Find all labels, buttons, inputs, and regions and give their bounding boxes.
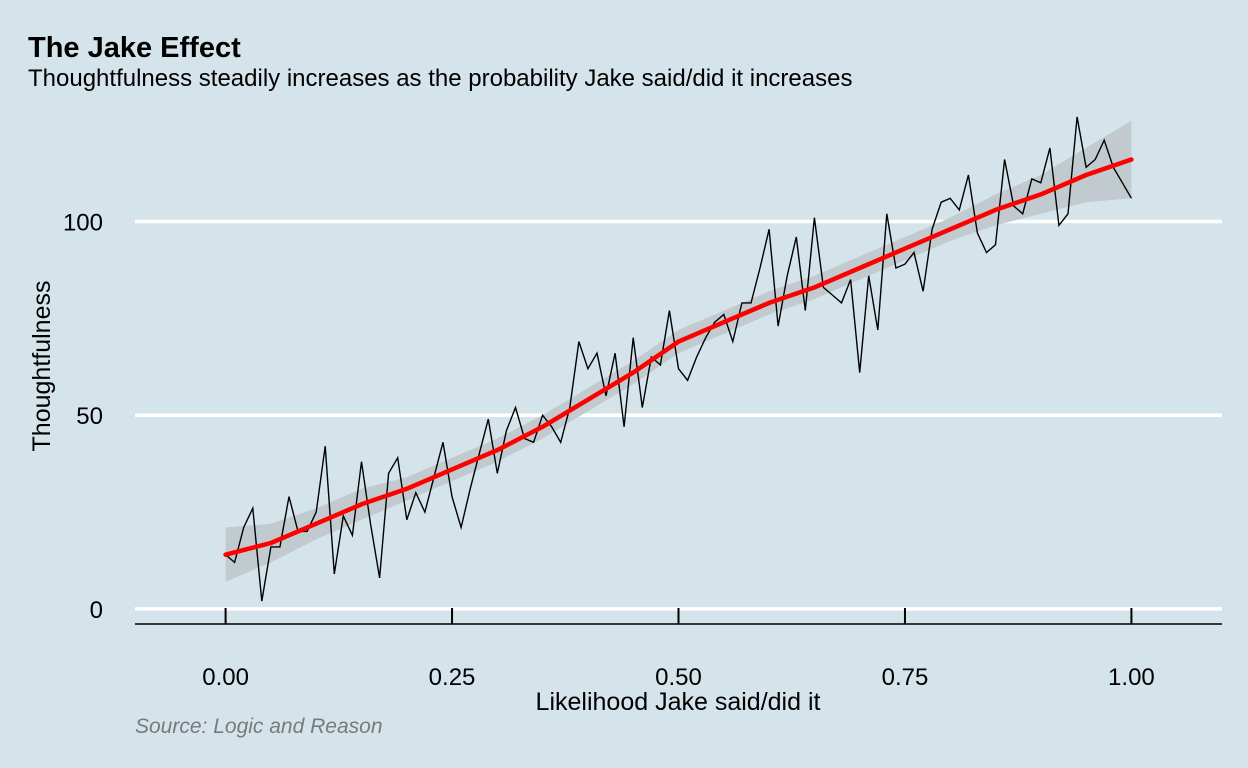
y-tick-label-1: 50 [76,403,103,430]
smooth-line [223,157,1134,557]
x-tick-label-2: 0.50 [655,664,702,691]
x-tick-label-3: 0.75 [882,664,929,691]
gridlines [135,219,1222,611]
y-axis-title: Thoughtfulness [28,281,56,452]
confidence-band-area [225,120,1132,582]
y-tick-label-2: 100 [63,210,103,237]
smooth-series [223,157,1134,557]
observed-line [225,116,1133,602]
chart-caption: Source: Logic and Reason [135,715,383,738]
x-tick-label-1: 0.25 [429,664,476,691]
confidence-band [225,120,1132,582]
chart-subtitle: Thoughtfulness steadily increases as the… [28,65,852,92]
y-axis-ticks: 0 50 100 [63,210,103,624]
y-tick-label-0: 0 [90,597,103,624]
x-tick-label-4: 1.00 [1108,664,1155,691]
x-axis-ticks: 0.00 0.25 0.50 0.75 1.00 [202,608,1155,691]
x-axis-title: Likelihood Jake said/did it [536,688,821,716]
chart-title: The Jake Effect [28,32,241,64]
observed-series [225,116,1133,602]
x-tick-label-0: 0.00 [202,664,249,691]
